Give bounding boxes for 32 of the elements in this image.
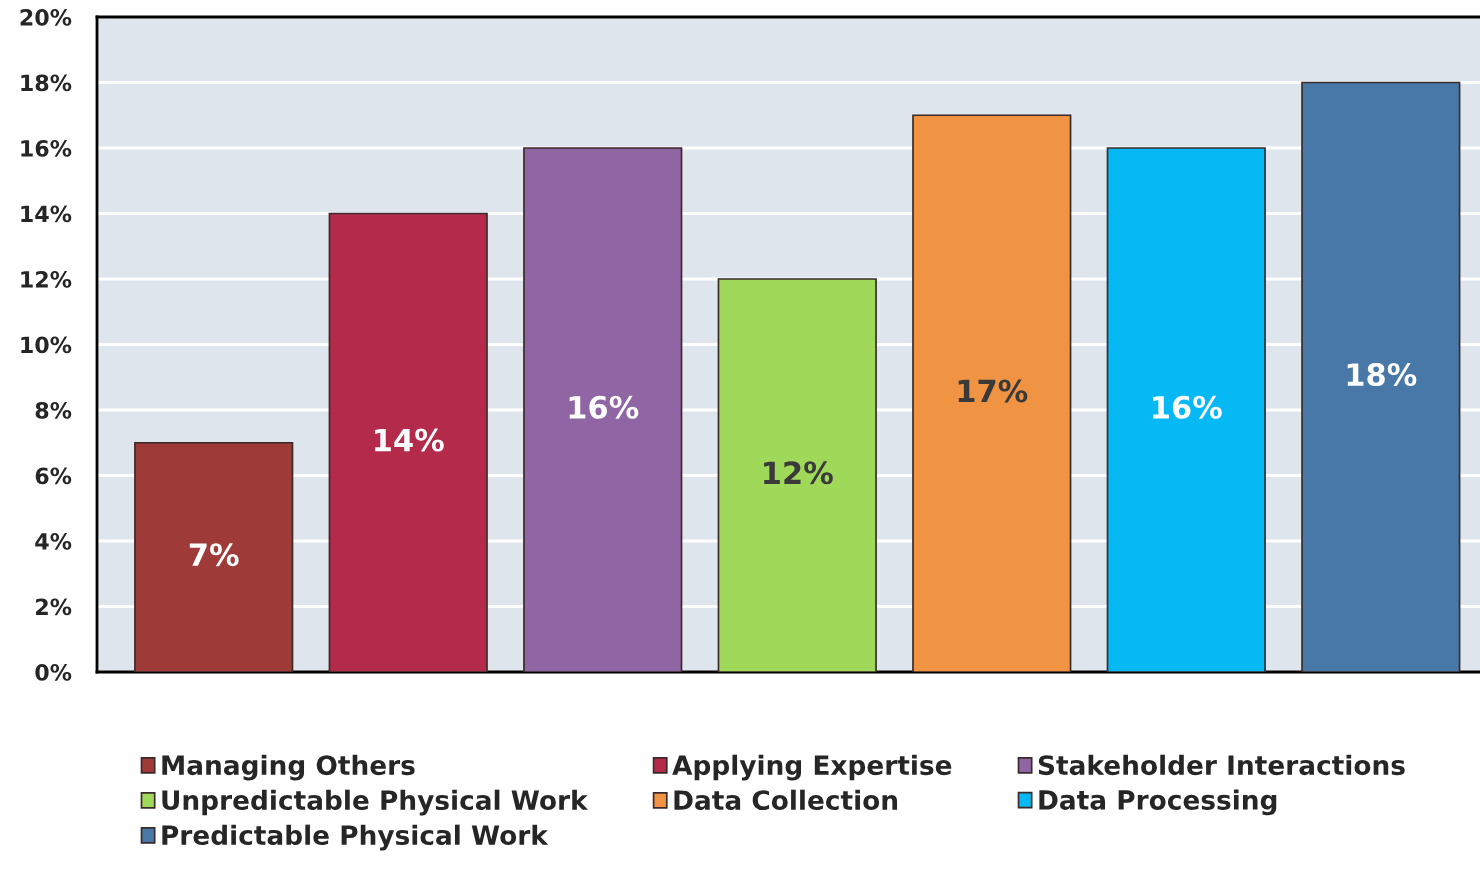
legend-label: Applying Expertise <box>672 754 952 781</box>
bar <box>1106 147 1266 672</box>
legend-label: Predictable Physical Work <box>162 824 549 851</box>
legend-label: Data Collection <box>674 789 898 811</box>
y-tick-label: 12% <box>21 270 72 288</box>
y-tick-label: 20% <box>20 8 72 26</box>
y-tick-label: 4% <box>35 532 72 550</box>
y-tick-label: 8% <box>35 401 72 419</box>
legend-label: Data Processing <box>1039 789 1277 816</box>
bar <box>523 147 683 672</box>
bar <box>328 212 488 672</box>
data-label: 12% <box>764 461 833 485</box>
y-tick-label: 6% <box>35 467 72 485</box>
data-label: 16% <box>569 395 639 419</box>
y-tick-label: 0% <box>35 663 72 681</box>
data-label: 18% <box>1347 363 1417 387</box>
data-label: 17% <box>958 379 1028 403</box>
y-tick-label: 16% <box>21 139 72 157</box>
bar <box>717 278 877 672</box>
data-label: 16% <box>1153 395 1222 419</box>
bar <box>134 441 294 672</box>
bar <box>912 114 1072 672</box>
y-tick-label: 10% <box>21 336 72 354</box>
bar <box>1301 81 1461 672</box>
data-label: 7% <box>189 543 239 567</box>
y-tick-label: 18% <box>21 74 72 92</box>
legend-label: Stakeholder Interactions <box>1038 754 1405 776</box>
data-label: 14% <box>375 428 444 452</box>
legend-label: Unpredictable Physical Work <box>162 789 589 816</box>
y-tick-label: 14% <box>21 205 72 223</box>
y-tick-label: 2% <box>36 598 72 616</box>
legend-label: Managing Others <box>162 754 415 781</box>
